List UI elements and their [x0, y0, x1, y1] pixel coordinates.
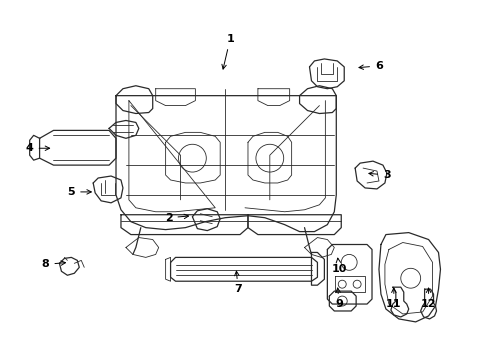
Text: 12: 12	[421, 288, 436, 309]
Text: 9: 9	[335, 288, 343, 309]
Polygon shape	[40, 130, 116, 165]
Polygon shape	[59, 257, 79, 275]
Text: 7: 7	[234, 271, 242, 294]
Polygon shape	[171, 257, 318, 281]
Polygon shape	[327, 244, 372, 304]
Text: 11: 11	[386, 288, 402, 309]
Text: 6: 6	[359, 61, 383, 71]
Text: 8: 8	[42, 259, 66, 269]
Polygon shape	[121, 215, 248, 235]
Polygon shape	[193, 209, 220, 231]
Polygon shape	[310, 59, 344, 89]
Polygon shape	[299, 86, 336, 113]
Polygon shape	[109, 121, 139, 138]
Polygon shape	[379, 233, 441, 322]
Polygon shape	[391, 287, 409, 317]
Text: 10: 10	[332, 258, 347, 274]
Text: 1: 1	[222, 34, 234, 69]
Text: 3: 3	[369, 170, 391, 180]
Polygon shape	[93, 176, 123, 203]
Polygon shape	[248, 215, 341, 235]
Polygon shape	[312, 252, 324, 285]
Text: 5: 5	[68, 187, 91, 197]
Text: 4: 4	[26, 143, 49, 153]
Polygon shape	[355, 161, 387, 189]
Text: 2: 2	[165, 213, 189, 223]
Polygon shape	[420, 289, 437, 319]
Polygon shape	[329, 291, 356, 311]
Polygon shape	[116, 86, 153, 113]
Polygon shape	[116, 96, 336, 231]
